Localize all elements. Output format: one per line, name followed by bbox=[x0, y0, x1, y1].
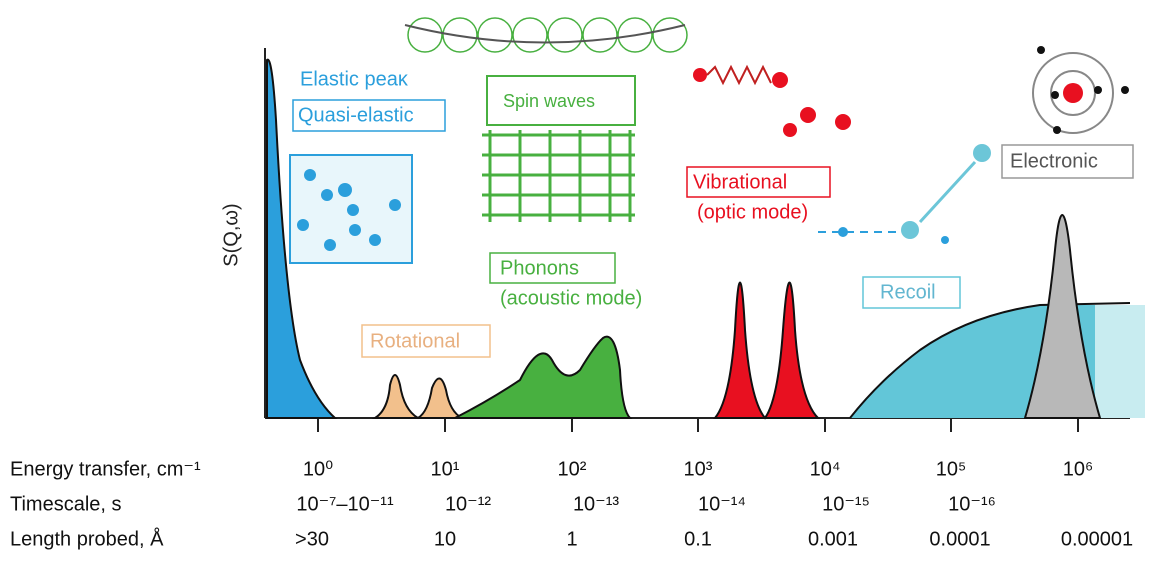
quasi-elastic-label: Quasi-elastic bbox=[298, 104, 414, 126]
elastic-label: Elastic peaκ bbox=[300, 68, 409, 90]
quasi-elastic-icon bbox=[289, 154, 413, 264]
vibrational-peaks bbox=[712, 281, 821, 420]
recoil-fade bbox=[1095, 305, 1145, 418]
y-axis-label: S(Q,ω) bbox=[220, 203, 242, 266]
row-value: 0.0001 bbox=[929, 528, 990, 550]
phonons-mode-label: (acoustic mode) bbox=[500, 287, 642, 309]
row-value: 10⁶ bbox=[1063, 458, 1093, 480]
row-value: 10⁻¹² bbox=[445, 493, 491, 515]
row-value: 10⁰ bbox=[303, 458, 333, 480]
energy-row: Energy transfer, cm⁻¹ 10⁰ 10¹ 10² 10³ 10… bbox=[10, 458, 1093, 480]
label-box bbox=[1001, 144, 1134, 179]
electronic-peak bbox=[1023, 214, 1102, 419]
row-value: 10⁻¹⁶ bbox=[948, 493, 996, 515]
row-value: 0.001 bbox=[808, 528, 858, 550]
length-row: Length probed, Å >30 10 1 0.1 0.001 0.00… bbox=[10, 527, 1133, 550]
phonon-band bbox=[454, 335, 633, 419]
vibration-icon bbox=[693, 64, 851, 137]
label-box bbox=[686, 166, 831, 198]
vibrational-mode-label: (optic mode) bbox=[697, 201, 808, 223]
elastic-peak bbox=[266, 58, 338, 419]
spin-wave-icon bbox=[404, 17, 688, 53]
vibrational-label: Vibrational bbox=[693, 171, 787, 193]
label-box bbox=[292, 99, 446, 132]
spin-waves-label: Spin waves bbox=[503, 91, 595, 111]
recoil-icon bbox=[818, 144, 991, 244]
spin-lattice-icon bbox=[482, 130, 635, 222]
row-value: 0.00001 bbox=[1061, 528, 1133, 550]
row-label: Timescale, s bbox=[10, 493, 122, 515]
recoil-curve bbox=[849, 302, 1131, 419]
row-value: 10⁵ bbox=[936, 458, 967, 480]
row-label: Energy transfer, cm⁻¹ bbox=[10, 458, 201, 480]
row-value: 10⁻¹³ bbox=[573, 493, 619, 515]
row-value: 10¹ bbox=[431, 458, 460, 480]
row-value: 10⁻¹⁴ bbox=[698, 493, 746, 515]
label-box bbox=[489, 252, 616, 284]
row-value: >30 bbox=[295, 528, 329, 550]
rotational-label: Rotational bbox=[370, 330, 460, 352]
label-box bbox=[862, 276, 961, 309]
electronic-label: Electronic bbox=[1010, 150, 1098, 172]
label-box bbox=[361, 324, 491, 358]
row-value: 10 bbox=[434, 528, 456, 550]
x-ticks bbox=[317, 418, 1079, 432]
row-value: 10⁻¹⁵ bbox=[822, 493, 870, 515]
timescale-row: Timescale, s 10⁻⁷–10⁻¹¹ 10⁻¹² 10⁻¹³ 10⁻¹… bbox=[10, 493, 996, 515]
row-value: 0.1 bbox=[684, 528, 712, 550]
phonons-label: Phonons bbox=[500, 257, 579, 279]
recoil-label: Recoil bbox=[880, 281, 936, 303]
row-label: Length probed, Å bbox=[10, 527, 164, 550]
row-value: 10⁴ bbox=[810, 458, 841, 480]
atom-icon bbox=[1032, 46, 1129, 134]
rotational-peaks bbox=[371, 374, 463, 420]
row-value: 10⁻⁷–10⁻¹¹ bbox=[296, 493, 394, 515]
row-value: 10² bbox=[558, 458, 587, 480]
row-value: 1 bbox=[566, 528, 577, 550]
row-value: 10³ bbox=[684, 458, 713, 480]
label-box bbox=[486, 75, 636, 126]
